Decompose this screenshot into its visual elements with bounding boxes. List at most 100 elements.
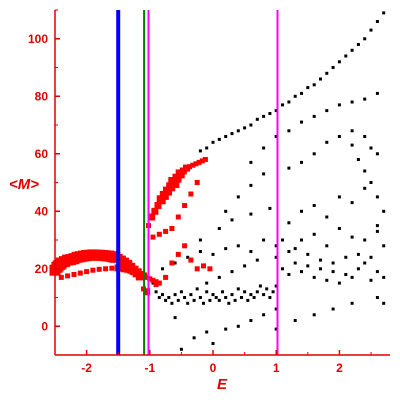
data-point: [274, 244, 278, 248]
data-point: [274, 135, 278, 138]
data-point: [369, 146, 373, 150]
data-point: [312, 204, 316, 207]
data-point: [262, 172, 266, 176]
data-point: [217, 137, 221, 141]
data-point: [249, 319, 253, 322]
data-point: [183, 296, 187, 299]
data-point: [350, 129, 354, 133]
data-point: [224, 327, 228, 331]
data-point: [344, 54, 348, 58]
data-point: [262, 313, 266, 317]
data-point: [356, 267, 360, 271]
data-point: [375, 229, 379, 233]
data-point: [293, 261, 297, 265]
data-point: [240, 296, 243, 299]
data-point: [205, 281, 209, 285]
data-point: [167, 296, 171, 299]
data-point: [268, 296, 272, 299]
data-point: [156, 231, 162, 237]
data-point: [65, 273, 71, 279]
data-point: [211, 342, 215, 345]
data-point: [356, 252, 360, 256]
data-point: [175, 251, 181, 257]
data-point: [103, 266, 109, 272]
data-point: [190, 162, 196, 168]
data-point: [287, 273, 291, 276]
data-point: [147, 276, 153, 282]
data-point: [363, 135, 367, 138]
data-point: [183, 164, 190, 172]
data-point: [300, 91, 303, 95]
data-point: [236, 287, 240, 291]
data-point: [293, 247, 297, 251]
data-point: [205, 146, 209, 150]
data-point: [271, 290, 275, 294]
vertical-lines-layer: [116, 10, 279, 355]
data-point: [287, 166, 291, 170]
data-point: [262, 293, 266, 297]
data-point: [154, 290, 158, 294]
y-axis-title: <M>: [9, 176, 39, 193]
data-point: [268, 112, 272, 115]
data-point: [188, 257, 194, 263]
data-point: [319, 267, 322, 271]
data-point: [207, 266, 213, 272]
data-point: [156, 280, 162, 286]
data-point: [217, 227, 221, 230]
data-point: [300, 270, 303, 274]
data-point: [363, 169, 367, 173]
data-point: [195, 287, 199, 291]
data-point: [382, 11, 386, 15]
data-point: [255, 258, 259, 262]
data-point: [274, 307, 278, 311]
data-point: [331, 66, 335, 69]
data-point: [153, 282, 159, 288]
data-point: [258, 284, 262, 288]
data-point: [224, 209, 228, 213]
data-point: [188, 191, 194, 197]
data-point: [262, 238, 266, 242]
data-point: [217, 298, 221, 302]
data-point: [58, 274, 64, 280]
data-point: [382, 244, 386, 248]
data-point: [281, 238, 284, 242]
data-point: [382, 275, 386, 279]
data-point: [224, 296, 228, 299]
data-point: [337, 60, 341, 64]
data-point: [151, 281, 155, 285]
data-point: [144, 274, 150, 280]
x-tick-label: 0: [210, 361, 217, 375]
data-point: [211, 252, 215, 256]
data-point: [90, 267, 96, 273]
data-point: [224, 135, 228, 138]
data-point: [375, 195, 379, 199]
data-point: [331, 270, 335, 274]
data-point: [84, 269, 90, 275]
data-point: [230, 218, 234, 222]
data-point: [230, 293, 234, 297]
x-tick-label: 1: [273, 361, 280, 375]
data-point: [375, 20, 379, 23]
data-point: [198, 296, 202, 299]
data-point: [249, 250, 253, 253]
data-point: [249, 183, 253, 187]
data-point: [265, 287, 269, 291]
data-point: [300, 120, 303, 124]
data-point: [153, 279, 159, 285]
data-point: [182, 243, 188, 249]
data-point: [187, 164, 193, 170]
data-point: [198, 250, 202, 253]
data-point: [331, 261, 335, 265]
data-point: [300, 160, 303, 164]
data-point: [375, 91, 379, 95]
data-point: [176, 298, 180, 302]
y-tick-label: 80: [35, 89, 49, 103]
data-point: [312, 114, 316, 118]
data-point: [182, 203, 188, 208]
data-point: [249, 160, 253, 164]
data-point: [199, 158, 205, 164]
data-point: [325, 215, 329, 219]
data-point: [350, 275, 354, 279]
data-point: [161, 293, 164, 297]
